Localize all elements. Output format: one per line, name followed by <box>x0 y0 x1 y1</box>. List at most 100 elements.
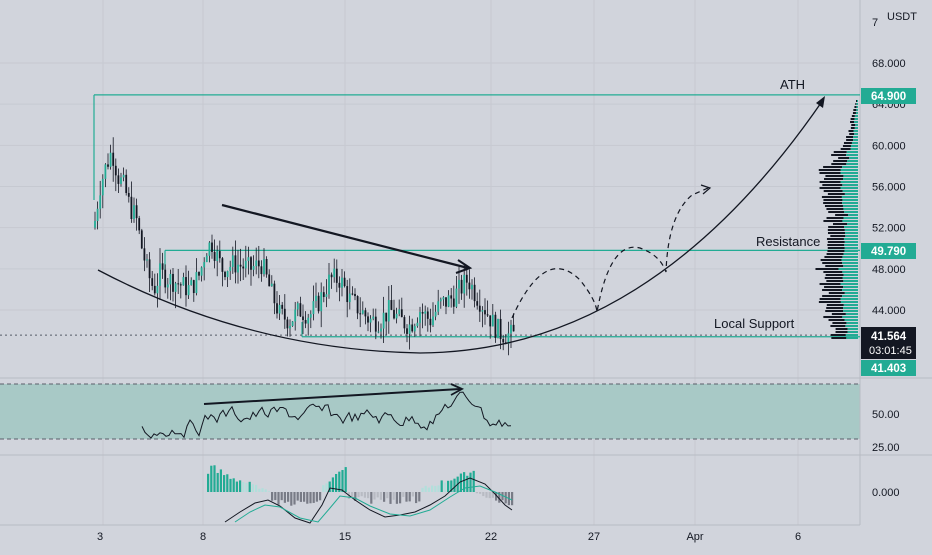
volume-profile-bar <box>850 148 858 150</box>
candle-body <box>185 277 187 296</box>
macd-histogram-bar <box>322 485 325 492</box>
downtrend-arrow-head <box>455 259 473 274</box>
volume-profile-bar <box>826 208 844 210</box>
volume-profile-bar <box>846 163 858 165</box>
volume-profile-bar <box>840 301 858 303</box>
volume-profile-bar <box>844 232 858 234</box>
candle-body <box>476 301 479 306</box>
macd-histogram-bar <box>248 481 251 492</box>
macd-histogram-bar <box>392 492 395 500</box>
candle-body <box>416 322 419 327</box>
volume-profile-bar <box>843 178 858 180</box>
candle-body <box>322 292 325 297</box>
candle-body <box>177 283 180 285</box>
candle-body <box>348 293 351 303</box>
candle-body <box>281 304 284 309</box>
volume-profile-bar <box>819 298 841 300</box>
volume-profile-bar <box>824 286 844 288</box>
macd-histogram-bar <box>485 492 488 498</box>
volume-profile-bar <box>853 139 858 141</box>
volume-profile-bar <box>842 190 858 192</box>
candle-body <box>507 333 510 344</box>
macd-histogram-bar <box>389 492 392 504</box>
time-tick-label: 3 <box>97 531 103 543</box>
volume-profile-bar <box>842 256 858 258</box>
macd-histogram-bar <box>475 492 478 494</box>
candle-body <box>419 311 421 323</box>
candle-body <box>252 266 255 270</box>
volume-profile-bar <box>844 292 858 294</box>
candle-body <box>465 274 468 283</box>
volume-profile-bar <box>851 124 856 126</box>
volume-profile-bar <box>825 310 844 312</box>
macd-tick-zero: 0.000 <box>872 487 900 499</box>
macd-histogram-bar <box>354 492 357 501</box>
volume-profile-bar <box>835 214 849 216</box>
volume-profile-bar <box>844 250 858 252</box>
volume-profile-bar <box>846 139 854 141</box>
volume-profile-bar <box>833 223 848 225</box>
candle-body <box>112 152 115 166</box>
candle-body <box>195 272 198 294</box>
candle-body <box>114 165 117 176</box>
candle-body <box>484 310 486 315</box>
price-tick-label: 52.000 <box>872 223 906 235</box>
volume-profile-bar <box>856 103 858 105</box>
candle-body <box>458 279 460 289</box>
volume-profile-bar <box>844 244 858 246</box>
rounding-bottom-arc <box>97 99 824 354</box>
volume-profile-bar <box>851 115 855 117</box>
volume-profile-bar <box>850 121 855 123</box>
macd-histogram-bar <box>427 487 430 492</box>
volume-profile-bar <box>832 322 847 324</box>
macd-histogram-bar <box>303 492 306 502</box>
volume-profile-bar <box>823 202 843 204</box>
macd-histogram-bar <box>261 488 264 492</box>
macd-histogram-bar <box>213 465 216 492</box>
volume-profile-bar <box>844 319 858 321</box>
macd-histogram-bar <box>277 492 280 505</box>
candle-body <box>510 324 512 334</box>
volume-profile-bar <box>833 151 847 153</box>
volume-profile-bar <box>844 193 858 195</box>
macd-histogram-bar <box>421 487 424 492</box>
macd-histogram-bar <box>306 492 309 504</box>
volume-profile-bar <box>845 325 858 327</box>
volume-profile-bar <box>854 115 858 117</box>
volume-profile-bar <box>851 142 858 144</box>
candle-body <box>494 314 497 339</box>
macd-histogram-bar <box>415 492 418 504</box>
macd-histogram-bar <box>469 472 472 492</box>
volume-profile-bar <box>846 337 858 339</box>
candle-body <box>96 208 99 222</box>
candle-body <box>372 316 375 319</box>
macd-line <box>224 477 513 524</box>
macd-histogram-bar <box>251 484 254 492</box>
macd-histogram-bar <box>424 485 427 492</box>
candle-body <box>257 260 260 267</box>
candle-body <box>497 318 499 339</box>
volume-profile-bar <box>826 217 844 219</box>
candle-body <box>395 313 398 319</box>
rsi-divergence-arrow-head <box>450 383 465 396</box>
volume-profile-bar <box>843 253 858 255</box>
macd-histogram-bar <box>408 492 411 502</box>
macd-histogram-bar <box>370 492 373 504</box>
volume-profile-bar <box>831 163 847 165</box>
volume-profile-bar <box>818 301 841 303</box>
volume-profile-bar <box>840 298 858 300</box>
candle-body <box>218 251 221 259</box>
volume-profile-bar <box>845 313 858 315</box>
macd-histogram-bar <box>219 469 222 492</box>
candle-body <box>140 230 143 249</box>
macd-histogram-bar <box>341 470 344 492</box>
volume-profile-bar <box>855 124 858 126</box>
candle-body <box>205 255 208 263</box>
candle-body <box>450 295 453 299</box>
candle-body <box>429 318 432 326</box>
volume-profile-bar <box>831 337 847 339</box>
volume-profile-bar <box>840 148 851 150</box>
candle-body <box>320 292 323 312</box>
macd-histogram-bar <box>459 473 462 492</box>
